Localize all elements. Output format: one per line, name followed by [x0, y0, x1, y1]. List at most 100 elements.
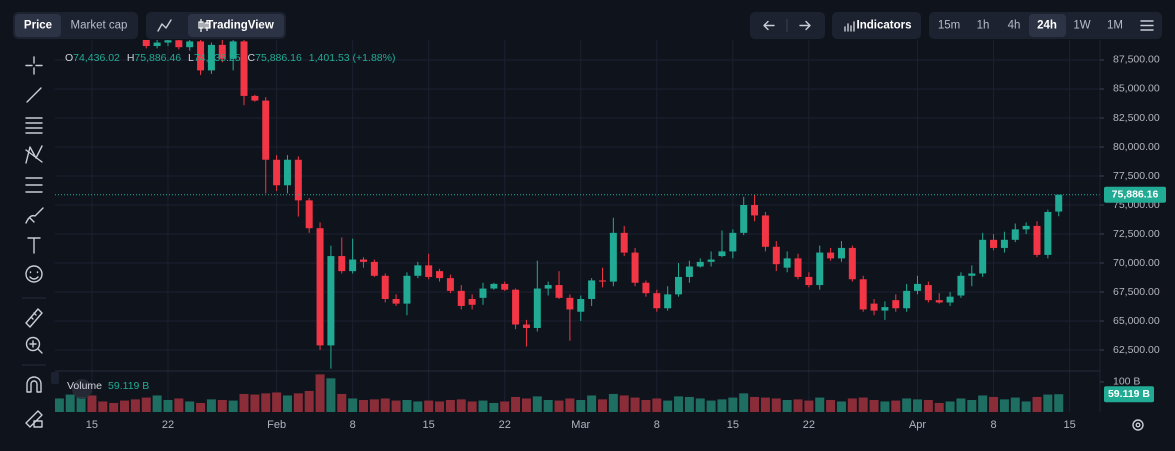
- interval[interactable]: 24h: [1037, 20, 1057, 32]
- volume-bar: [608, 393, 618, 412]
- candle-body: [468, 298, 476, 305]
- x-tick-label: 15: [1063, 419, 1075, 431]
- volume-bar: [98, 401, 108, 412]
- candle-body: [675, 276, 683, 295]
- volume-bar: [380, 398, 390, 412]
- volume-bar: [489, 402, 499, 412]
- volume-bar: [435, 401, 445, 412]
- candle-icon: [198, 19, 210, 32]
- zoom-tool[interactable]: [25, 336, 41, 352]
- pattern-tool[interactable]: [25, 145, 43, 164]
- candle-body: [881, 307, 889, 311]
- volume-bar: [1010, 397, 1020, 412]
- x-tick-label: 15: [86, 419, 98, 431]
- volume-logo: [72, 379, 92, 399]
- candle-body: [816, 252, 824, 286]
- candle-body: [718, 251, 726, 257]
- trend-line-tool[interactable]: [26, 87, 42, 103]
- candle-body: [164, 40, 172, 43]
- volume-legend: Volume 59.119 B: [67, 380, 149, 392]
- volume-bar: [989, 396, 999, 412]
- indicators-button[interactable]: [832, 12, 921, 39]
- collapse-tab[interactable]: [51, 372, 59, 384]
- candle-body: [273, 159, 281, 186]
- volume-bar: [282, 395, 292, 412]
- volume-bar: [804, 400, 814, 412]
- axis-settings[interactable]: [1132, 419, 1144, 431]
- legend-value: 74,436.02: [73, 52, 120, 64]
- volume-bar: [456, 399, 466, 412]
- interval[interactable]: 4h: [1008, 20, 1021, 32]
- candle-body: [620, 232, 628, 253]
- volume-bar: [739, 393, 749, 412]
- interval[interactable]: 15m: [938, 20, 960, 32]
- volume-bar: [478, 400, 488, 412]
- candle-body: [349, 259, 357, 272]
- candle-body: [859, 279, 867, 310]
- candle-body: [979, 239, 987, 274]
- volume-bar: [174, 398, 184, 412]
- settings-icon[interactable]: [1140, 20, 1154, 31]
- brush-tool[interactable]: [25, 207, 44, 224]
- indicators-label[interactable]: Indicators: [857, 20, 912, 32]
- volume-bar: [500, 401, 510, 412]
- fib-tool[interactable]: [25, 177, 43, 193]
- redo[interactable]: [799, 20, 811, 31]
- interval[interactable]: 1W: [1073, 20, 1090, 32]
- volume-bar: [185, 401, 195, 412]
- candle-body: [968, 273, 976, 276]
- candle-body: [229, 41, 237, 59]
- volume-bar: [630, 397, 640, 412]
- candle-body: [957, 275, 965, 296]
- interval[interactable]: 1h: [977, 20, 990, 32]
- y-tick-label: 87,500.00: [1113, 54, 1160, 66]
- tab-active-bg: [15, 14, 61, 37]
- line-style-icon[interactable]: [157, 19, 172, 32]
- interval[interactable]: 1M: [1107, 20, 1123, 32]
- legend-value: 74,035.25: [194, 52, 241, 64]
- volume-bar: [782, 399, 792, 412]
- emoji-tool[interactable]: [25, 265, 43, 283]
- volume-bar: [554, 400, 564, 412]
- candle-body: [403, 275, 411, 304]
- candle-body: [327, 256, 335, 346]
- tab[interactable]: Price: [24, 20, 52, 32]
- candle-body: [990, 239, 998, 248]
- volume-bar: [261, 393, 271, 412]
- axes: 87,500.00 85,000.00 82,500.00 80,000.00 77,5…: [86, 54, 1166, 431]
- legend-value: 75,886.16: [255, 52, 302, 64]
- candle-body: [142, 40, 150, 47]
- candle-body: [577, 298, 585, 312]
- candle-body: [305, 200, 313, 229]
- candle-body: [207, 44, 215, 71]
- drawing-tools: [22, 56, 46, 428]
- magnet-tool[interactable]: [26, 376, 42, 393]
- volume-bar: [684, 396, 694, 412]
- volume-bar: [163, 399, 173, 412]
- volume-bar: [674, 396, 684, 412]
- tab[interactable]: Market cap: [71, 20, 128, 32]
- volume-bar: [891, 400, 901, 412]
- grid: [55, 40, 1100, 412]
- volume-bar: [587, 395, 597, 412]
- candle-body: [240, 41, 248, 96]
- volume-title: Volume: [67, 380, 102, 392]
- lock-tool[interactable]: [25, 410, 43, 428]
- candle-body: [436, 271, 444, 279]
- y-tick-label: 70,000.00: [1113, 257, 1160, 269]
- volume-bar: [695, 398, 705, 412]
- undo[interactable]: [763, 20, 775, 31]
- crosshair-tool[interactable]: [25, 56, 43, 75]
- candle-body: [425, 265, 433, 277]
- volume-bar: [272, 392, 282, 412]
- ruler-tool[interactable]: [25, 308, 43, 328]
- y-tick-label: 82,500.00: [1113, 112, 1160, 124]
- text-tool[interactable]: [27, 237, 41, 254]
- volume-bar: [337, 393, 347, 412]
- y-tick-label: 62,500.00: [1113, 344, 1160, 356]
- lines-tool[interactable]: [25, 117, 43, 134]
- chart-style[interactable]: TradingView: [206, 20, 274, 32]
- candle-body: [381, 275, 389, 299]
- volume-value: 59.119 B: [108, 380, 149, 392]
